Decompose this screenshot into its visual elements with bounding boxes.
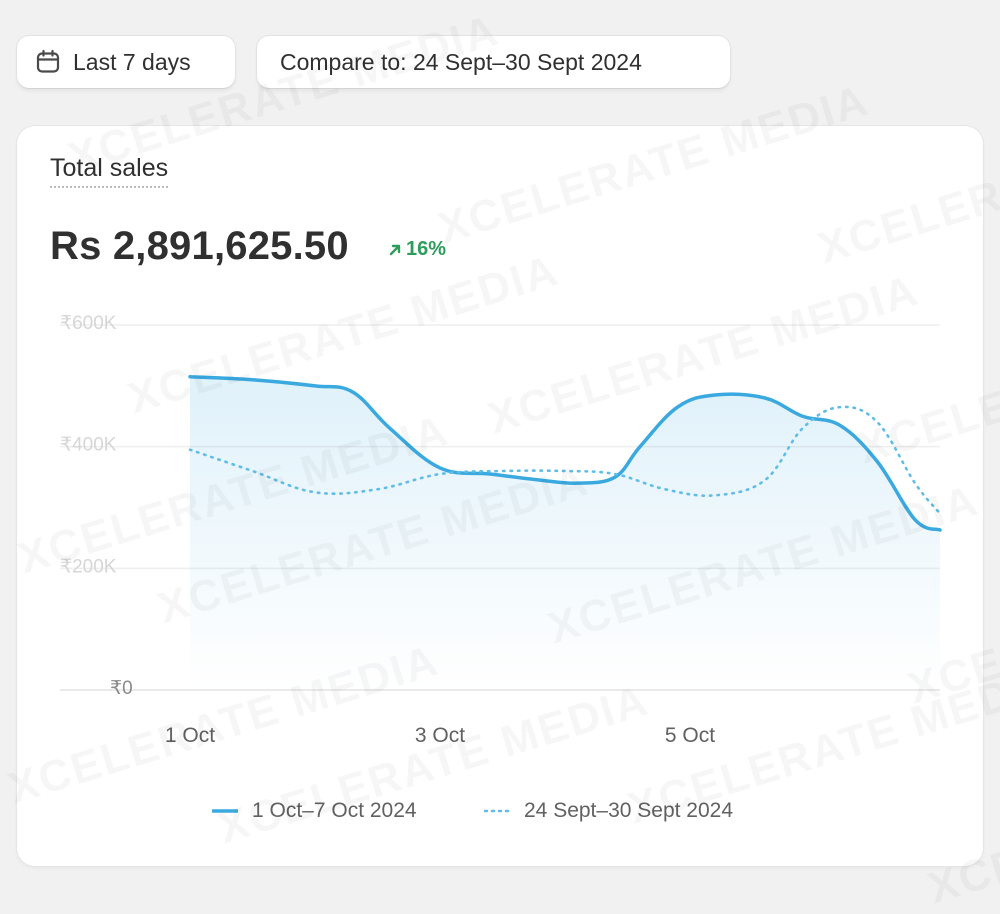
legend-label-compare: 24 Sept–30 Sept 2024: [524, 799, 734, 822]
series-compare-line[interactable]: [188, 405, 942, 515]
y-tick-label: ₹400K: [60, 435, 117, 456]
legend-item-current[interactable]: 1 Oct–7 Oct 2024: [212, 796, 417, 826]
x-tick-label: 1 Oct: [165, 724, 215, 747]
legend-solid-line-icon: [212, 809, 238, 813]
y-tick-label: ₹600K: [60, 313, 117, 334]
date-range-label: Last 7 days: [73, 48, 191, 75]
legend-label-current: 1 Oct–7 Oct 2024: [252, 799, 417, 822]
series-current-line[interactable]: [188, 374, 942, 532]
card-title[interactable]: Total sales: [50, 154, 169, 188]
compare-to-button[interactable]: Compare to: 24 Sept–30 Sept 2024: [257, 36, 730, 88]
sales-line-chart: ₹0 ₹200K ₹400K ₹600K 1 Oct 3 Oct 5 Oct: [60, 313, 942, 747]
series-current-area: [190, 376, 940, 690]
legend-dotted-line-icon: [484, 809, 510, 813]
y-tick-label: ₹0: [110, 678, 133, 699]
arrow-up-right-icon: [389, 244, 401, 255]
x-tick-label: 5 Oct: [665, 724, 715, 747]
total-sales-value: Rs 2,891,625.50: [50, 224, 349, 268]
x-tick-label: 3 Oct: [415, 724, 465, 747]
compare-to-label: Compare to: 24 Sept–30 Sept 2024: [280, 48, 642, 75]
sales-delta-value: 16%: [406, 238, 447, 260]
date-range-button[interactable]: Last 7 days: [17, 36, 235, 88]
legend-item-compare[interactable]: 24 Sept–30 Sept 2024: [484, 796, 733, 826]
y-tick-label: ₹200K: [60, 556, 117, 577]
calendar-icon: [36, 49, 60, 73]
sales-delta-badge: 16%: [387, 238, 446, 261]
